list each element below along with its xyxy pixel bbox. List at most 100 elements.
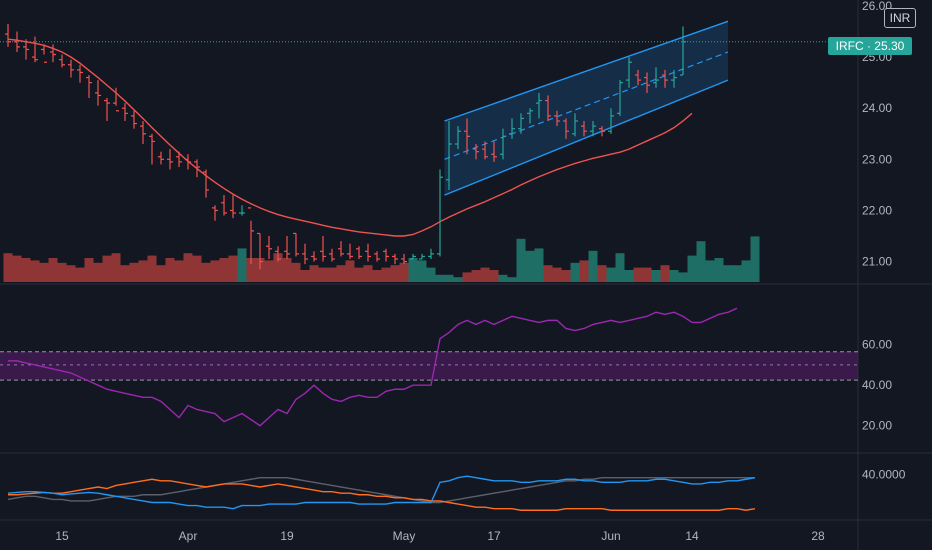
ohlc-bar: [302, 243, 308, 265]
ohlc-bar: [437, 169, 443, 257]
channel-upper-line: [444, 20, 729, 122]
ohlc-bar: [95, 80, 101, 106]
ohlc-bar: [329, 248, 335, 262]
volume-bar: [129, 262, 139, 282]
volume-bar: [354, 267, 364, 282]
ohlc-bar: [50, 44, 56, 63]
ohlc-bar: [536, 92, 542, 119]
ohlc-bar: [491, 141, 497, 162]
dmi-blue-line: [7, 475, 756, 510]
ohlc-bar: [428, 248, 434, 259]
volume-bar: [363, 265, 373, 282]
volume-bar: [300, 270, 310, 282]
volume-bar: [696, 241, 706, 282]
ohlc-bar: [545, 95, 551, 121]
ohlc-bar: [176, 151, 182, 167]
volume-bar: [246, 258, 256, 282]
ohlc-bar: [455, 126, 461, 150]
volume-bar: [30, 260, 40, 282]
ohlc-bar: [248, 207, 254, 265]
volume-bar: [444, 274, 454, 282]
ohlc-bar: [266, 236, 272, 259]
time-tick-label: Jun: [601, 529, 620, 543]
volume-bar: [732, 265, 742, 282]
ohlc-bar: [59, 54, 65, 68]
volume-bar: [102, 255, 112, 282]
ohlc-bar: [320, 236, 326, 262]
volume-bar: [669, 270, 679, 282]
volume-bar: [678, 272, 688, 282]
ohlc-bar: [581, 121, 587, 137]
time-tick-label: 17: [487, 529, 501, 543]
ohlc-bar: [590, 121, 596, 137]
ohlc-bar: [410, 253, 416, 260]
volume-bar: [39, 262, 49, 282]
volume-bar: [264, 260, 274, 282]
volume-bar: [453, 277, 463, 282]
volume-bar: [228, 255, 238, 282]
volume-bar: [192, 255, 202, 282]
rsi-tick-label: 60.00: [862, 338, 892, 352]
rsi-tick-label: 20.00: [862, 419, 892, 433]
ohlc-bar: [464, 118, 470, 155]
ohlc-bar: [419, 253, 425, 260]
volume-bar: [12, 255, 22, 282]
volume-bar: [156, 265, 166, 282]
volume-bar: [66, 265, 76, 282]
ohlc-bar: [221, 195, 227, 216]
time-tick-label: Apr: [179, 529, 198, 543]
ohlc-bar: [446, 121, 452, 190]
volume-bar: [435, 274, 445, 282]
ohlc-bar: [167, 149, 173, 170]
volume-bar: [741, 260, 751, 282]
ohlc-bar: [347, 243, 353, 259]
volume-bar: [498, 274, 508, 282]
volume-bar: [588, 250, 598, 282]
ohlc-bar: [356, 246, 362, 259]
volume-bar: [687, 255, 697, 282]
volume-bar: [750, 236, 760, 282]
ohlc-bar: [680, 26, 686, 76]
volume-bar: [327, 267, 337, 282]
ohlc-bar: [617, 80, 623, 116]
volume-bar: [138, 260, 148, 282]
ohlc-bar: [311, 251, 317, 262]
volume-bar: [210, 260, 220, 282]
price-tick-label: 22.00: [862, 203, 892, 217]
ohlc-bar: [212, 205, 218, 221]
volume-bar: [642, 267, 652, 282]
volume-bar: [489, 270, 499, 282]
ohlc-bar: [401, 253, 407, 265]
regression-channel-fill: [444, 21, 728, 196]
volume-bar: [165, 258, 175, 282]
volume-bar: [399, 262, 409, 282]
volume-bar: [723, 265, 733, 282]
volume-bar: [570, 262, 580, 282]
volume-bar: [471, 270, 481, 282]
moving-average-line: [7, 38, 693, 237]
price-tick-label: 23.00: [862, 152, 892, 166]
ohlc-bar: [284, 236, 290, 259]
rsi-band: [0, 351, 858, 381]
ohlc-bar: [662, 69, 668, 88]
time-tick-label: 28: [811, 529, 825, 543]
volume-bar: [21, 258, 31, 282]
volume-bar: [516, 238, 526, 282]
time-tick-label: 14: [685, 529, 699, 543]
volume-bar: [381, 267, 391, 282]
currency-badge[interactable]: INR: [884, 8, 916, 28]
ohlc-bar: [230, 195, 236, 219]
volume-bar: [408, 258, 418, 282]
ohlc-bar: [5, 23, 11, 47]
ohlc-bar: [671, 69, 677, 88]
volume-bar: [705, 260, 715, 282]
rsi-line: [8, 307, 738, 427]
volume-bar: [111, 253, 121, 282]
volume-bar: [417, 260, 427, 282]
ohlc-bar: [41, 44, 47, 63]
ohlc-bar: [527, 108, 533, 124]
volume-bar: [183, 253, 193, 282]
volume-bar: [525, 250, 535, 282]
ohlc-bar: [113, 87, 119, 112]
